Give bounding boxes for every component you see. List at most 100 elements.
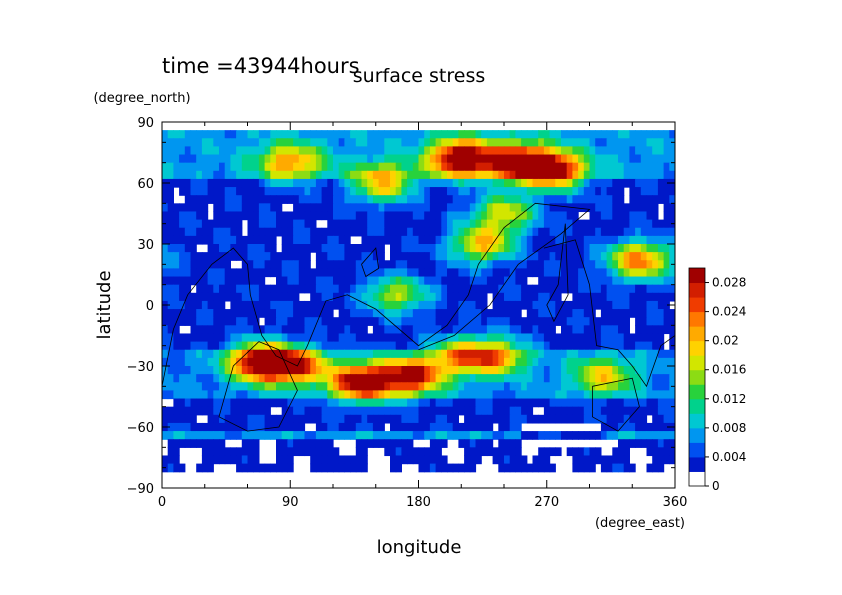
heat-cell: [395, 154, 402, 164]
heat-cell: [429, 284, 437, 294]
heat-cell: [412, 309, 420, 318]
heat-cell: [618, 268, 625, 278]
heat-cell: [412, 260, 420, 269]
heat-cell: [407, 268, 414, 278]
heat-cell: [475, 227, 482, 237]
heat-cell: [435, 357, 442, 367]
heat-cell: [350, 431, 357, 440]
heat-cell: [458, 162, 465, 172]
heat-cell: [247, 349, 254, 359]
heat-cell: [481, 431, 488, 440]
heat-cell: [258, 366, 266, 375]
heat-cell: [583, 219, 591, 229]
heat-cell: [486, 374, 494, 383]
heat-cell: [583, 317, 591, 326]
heat-cell: [498, 260, 505, 269]
heat-cell: [475, 406, 482, 416]
heat-cell: [230, 390, 237, 400]
heat-cell: [264, 366, 271, 375]
heat-cell: [429, 260, 437, 269]
heat-cell: [600, 138, 608, 147]
heat-cell: [646, 300, 653, 310]
heat-cell: [515, 463, 522, 473]
heat-cell: [578, 414, 585, 424]
heat-cell: [344, 211, 351, 221]
heat-cell: [543, 130, 551, 139]
heat-cell: [418, 227, 425, 237]
heat-cell: [390, 154, 397, 164]
heat-cell: [173, 349, 180, 359]
heat-cell: [555, 244, 562, 253]
heat-cell: [213, 333, 220, 343]
heat-cell: [618, 357, 625, 367]
heat-cell: [629, 219, 636, 229]
heat-cell: [555, 292, 562, 302]
heat-cell: [447, 422, 454, 432]
heat-cell: [355, 333, 363, 343]
heat-cell: [652, 138, 659, 147]
heat-cell: [640, 268, 648, 278]
heat-cell: [515, 211, 522, 221]
heat-cell: [424, 317, 431, 326]
heat-cell: [652, 349, 659, 359]
heat-cell: [447, 357, 454, 367]
heat-cell: [612, 211, 619, 221]
heat-cell: [452, 357, 459, 367]
heat-cell: [532, 374, 539, 383]
heat-cell: [355, 300, 363, 310]
heat-cell: [401, 178, 408, 188]
heat-cell: [606, 130, 613, 139]
heat-cell: [264, 252, 271, 261]
heat-cell: [333, 455, 340, 465]
heat-cell: [418, 138, 425, 147]
heat-cell: [640, 325, 648, 335]
heat-cell: [179, 300, 186, 310]
heat-cell: [293, 431, 300, 440]
heat-cell: [258, 414, 266, 424]
heat-cell: [241, 284, 249, 294]
heat-cell: [629, 162, 636, 172]
heat-cell: [367, 219, 374, 229]
heat-cell: [464, 276, 471, 286]
heat-cell: [526, 219, 534, 229]
heat-cell: [264, 138, 271, 147]
heat-cell: [504, 219, 511, 229]
heat-cell: [219, 382, 226, 391]
heat-cell: [418, 284, 425, 294]
heat-cell: [287, 260, 294, 269]
heat-cell: [167, 455, 174, 465]
heat-cell: [321, 406, 328, 416]
heat-cell: [196, 422, 203, 432]
heat-cell: [207, 235, 214, 245]
heat-cell: [623, 333, 630, 343]
heat-cell: [253, 398, 260, 408]
heat-cell: [618, 211, 625, 221]
heat-cell: [652, 447, 659, 457]
heat-cell: [264, 341, 271, 351]
colorbar-swatch: [689, 340, 705, 356]
heat-cell: [287, 447, 294, 457]
heat-cell: [486, 333, 494, 343]
heat-cell: [447, 382, 454, 391]
heat-cell: [207, 463, 214, 473]
heat-cell: [179, 357, 186, 367]
colorbar-label: 0.008: [712, 421, 746, 435]
heat-cell: [179, 170, 186, 180]
heat-cell: [515, 398, 522, 408]
heat-cell: [441, 138, 448, 147]
heat-cell: [298, 203, 306, 213]
heat-cell: [572, 431, 579, 440]
heat-cell: [162, 333, 169, 343]
heat-cell: [635, 349, 642, 359]
heat-cell: [401, 211, 408, 221]
heat-cell: [401, 260, 408, 269]
heat-cell: [612, 235, 619, 245]
heat-cell: [201, 447, 209, 457]
heat-cell: [361, 130, 368, 139]
heat-cell: [435, 219, 442, 229]
heat-cell: [327, 349, 334, 359]
heat-cell: [287, 219, 294, 229]
heat-cell: [384, 276, 391, 286]
heat-cell: [447, 130, 454, 139]
heat-cell: [572, 252, 579, 261]
